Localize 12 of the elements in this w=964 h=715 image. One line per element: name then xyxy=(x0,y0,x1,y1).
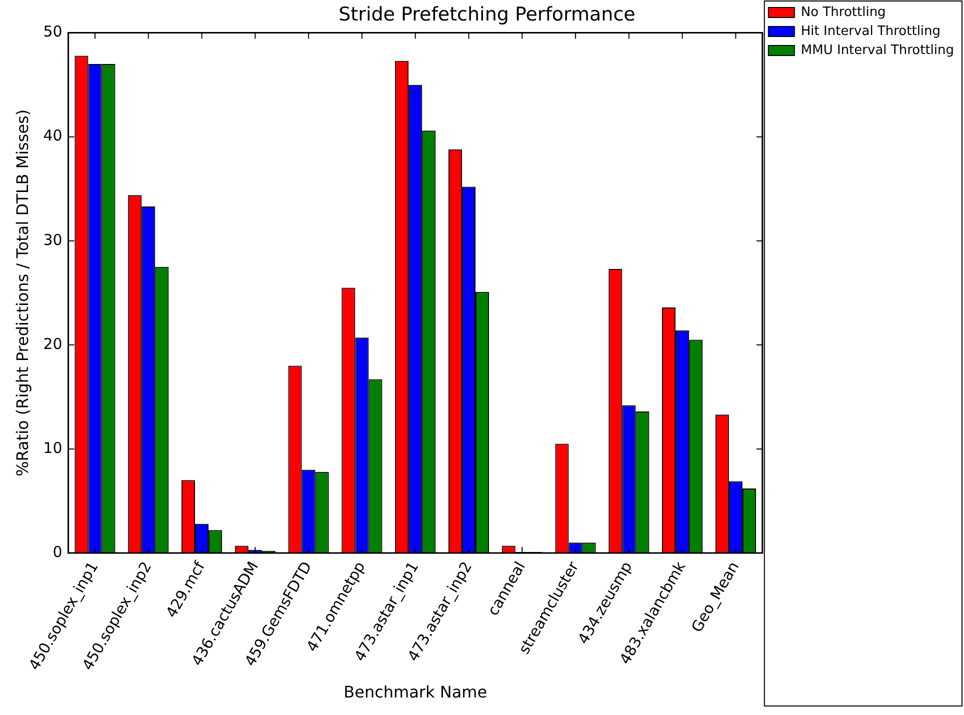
chart-title: Stride Prefetching Performance xyxy=(338,3,636,26)
y-tick-label: 50 xyxy=(43,22,62,41)
legend-label: Hit Interval Throttling xyxy=(800,24,941,39)
y-tick-label: 0 xyxy=(52,542,62,561)
y-tick-label: 40 xyxy=(43,126,62,145)
legend-label: MMU Interval Throttling xyxy=(800,42,954,58)
y-tick-label: 10 xyxy=(43,438,62,457)
legend-label: No Throttling xyxy=(800,4,886,20)
y-axis-title: %Ratio (Right Predictions / Total DTLB Misses) xyxy=(12,109,32,476)
y-tick-label: 30 xyxy=(43,230,62,249)
x-axis-title: Benchmark Name xyxy=(344,682,488,702)
y-tick-label: 20 xyxy=(43,334,62,353)
